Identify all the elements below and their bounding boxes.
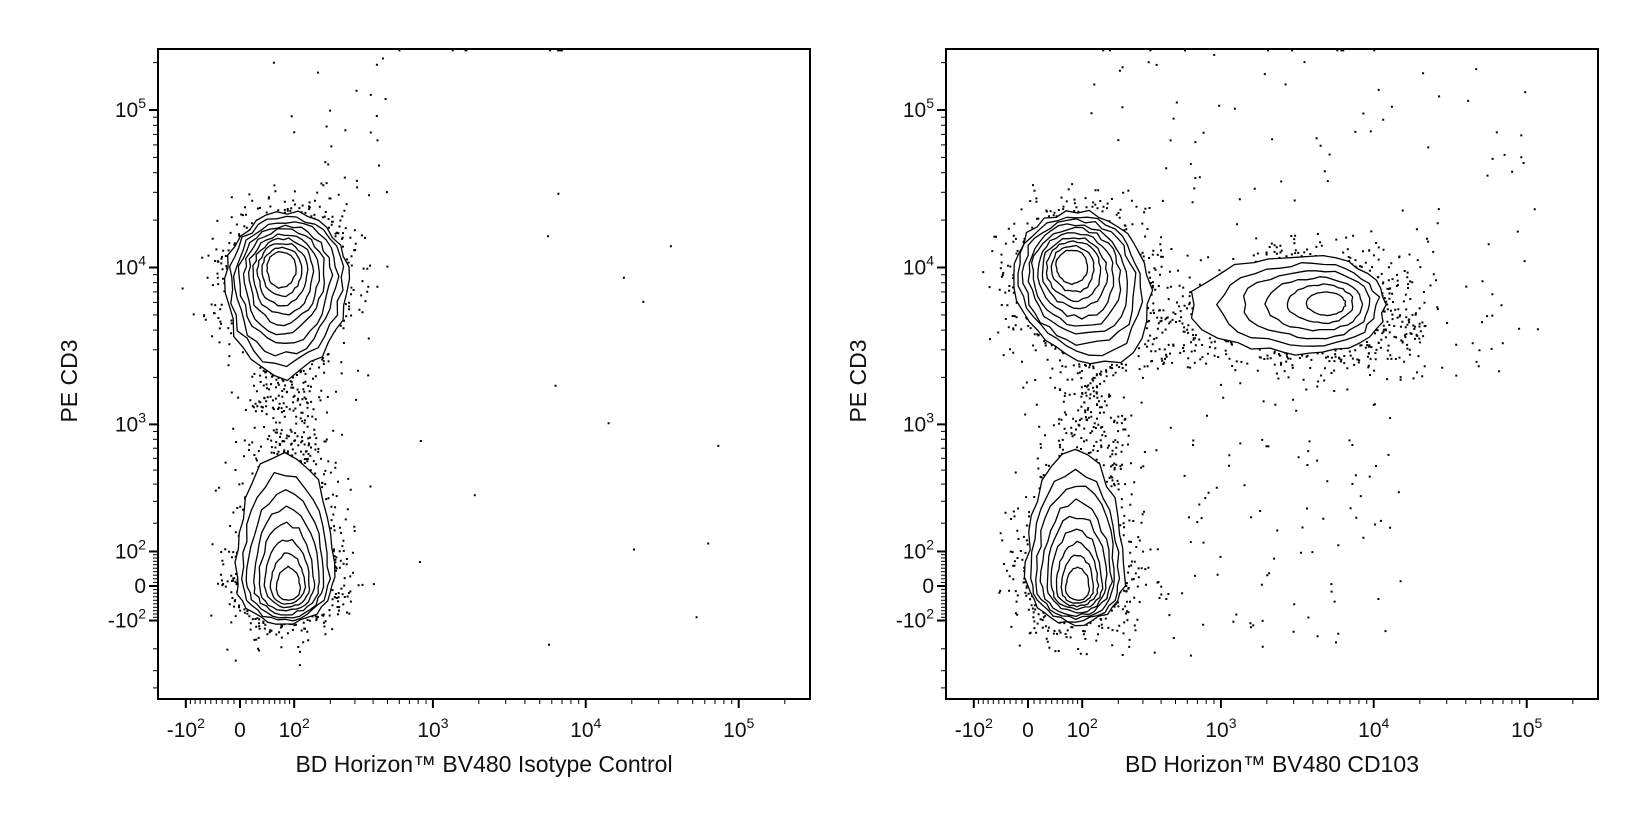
contour-ring	[1017, 216, 1144, 357]
tick-label: 104	[1358, 715, 1389, 742]
plot-border	[157, 48, 811, 700]
isotype-control-canvas: -102 0 102 103 104 105 -102 0 102 103 104 105 BD Ho…	[56, 48, 811, 777]
cd103-canvas: -102 0 102 103 104 105 -102 0 102 103 104 105 BD Ho…	[845, 48, 1599, 777]
tick-label: 104	[903, 252, 934, 279]
contour-ring	[241, 471, 332, 622]
contour-ring	[1037, 232, 1115, 320]
contour-population	[1023, 448, 1127, 627]
tick-label: 103	[115, 409, 146, 436]
contour-ring	[269, 552, 307, 605]
contour-ring	[237, 224, 334, 344]
contour-ring	[1027, 223, 1129, 335]
tick-label: 104	[570, 715, 601, 742]
tick-label: 0	[134, 575, 146, 598]
contour-ring	[1030, 226, 1122, 327]
contour-ring	[253, 505, 320, 616]
contour-ring	[256, 243, 309, 307]
tick-label: 105	[1511, 715, 1542, 742]
axis-ticks	[937, 62, 1574, 708]
tick-label: 102	[1067, 715, 1098, 742]
tick-label: 0	[1022, 719, 1034, 742]
contour-ring	[261, 246, 303, 298]
contour-ring	[275, 565, 302, 601]
contour-ring	[1264, 276, 1364, 332]
contour-ring	[242, 228, 326, 336]
x-axis-title: BD Horizon™ BV480 CD103	[1125, 751, 1419, 777]
contour-outer	[1023, 448, 1127, 627]
isotype-control-plot: -102 0 102 103 104 105 -102 0 102 103 104 105 BD Ho…	[56, 48, 811, 777]
contour-ring	[1039, 498, 1114, 618]
x-axis-title: BD Horizon™ BV480 Isotype Control	[295, 751, 672, 777]
tick-label: 102	[903, 536, 934, 563]
y-axis-title: PE CD3	[56, 339, 82, 422]
contour-outer	[1013, 209, 1154, 365]
contour-population	[1013, 209, 1154, 365]
plot-surface: -102 0 102 103 104 105 -102 0 102 103 104 105	[896, 48, 1599, 742]
contour-ring	[263, 538, 311, 609]
tick-label: -102	[108, 606, 146, 633]
tick-label: 102	[115, 536, 146, 563]
tick-label: -102	[896, 606, 934, 633]
contour-ring	[1064, 566, 1091, 601]
contour-ring	[252, 237, 315, 316]
cd103-plot: -102 0 102 103 104 105 -102 0 102 103 104 105 BD Ho…	[826, 0, 1652, 818]
contour-ring	[247, 233, 321, 327]
contour-ring	[266, 250, 297, 289]
tick-label: 105	[723, 715, 754, 742]
contour-ring	[1060, 554, 1095, 604]
contour-ring	[1045, 240, 1102, 303]
contour-ring	[232, 221, 340, 357]
axis-ticks	[149, 62, 786, 708]
tick-label: 103	[1205, 715, 1236, 742]
contour-ring	[1050, 244, 1095, 293]
tick-labels: -102 0 102 103 104 105 -102 0 102 103 104 105	[108, 95, 755, 742]
contour-ring	[1286, 283, 1354, 325]
contour-outer	[1190, 254, 1387, 356]
contour-ring	[1216, 262, 1381, 347]
tick-label: 103	[417, 715, 448, 742]
tick-label: 103	[903, 409, 934, 436]
contour-ring	[1041, 237, 1109, 310]
plot-surface: -102 0 102 103 104 105 -102 0 102 103 104 105	[108, 48, 811, 742]
tick-label: -102	[167, 715, 205, 742]
contour-ring	[258, 521, 316, 612]
tick-label: 0	[922, 575, 934, 598]
contour-population	[1190, 254, 1387, 356]
contour-ring	[1046, 515, 1108, 614]
contour-ring	[1055, 249, 1089, 286]
contour-ring	[1305, 291, 1347, 317]
contour-ring	[228, 215, 345, 368]
tick-labels: -102 0 102 103 104 105 -102 0 102 103 104 105	[896, 95, 1543, 742]
contour-ring	[245, 489, 325, 619]
plot-border	[945, 48, 1599, 700]
tick-label: -102	[955, 715, 993, 742]
contour-ring	[1055, 540, 1100, 608]
tick-label: 105	[115, 95, 146, 122]
y-axis-title: PE CD3	[845, 339, 871, 422]
contour-ring	[1050, 528, 1104, 611]
tick-label: 105	[903, 95, 934, 122]
contour-ring	[1021, 218, 1137, 346]
tick-label: 102	[279, 715, 310, 742]
contour-population	[223, 210, 351, 382]
contour-ring	[1242, 270, 1371, 340]
contour-population	[234, 451, 336, 625]
tick-label: 0	[234, 719, 246, 742]
contour-ring	[1030, 468, 1121, 623]
contour-ring	[1035, 485, 1115, 621]
tick-label: 104	[115, 252, 146, 279]
